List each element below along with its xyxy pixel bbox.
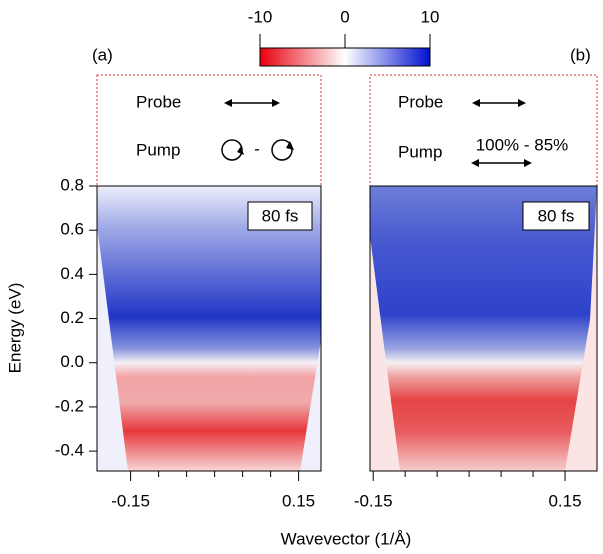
polarization-icons — [221, 99, 532, 167]
x-tick-label: -0.15 — [111, 491, 150, 510]
heatmap — [370, 186, 597, 471]
x-tick-label: -0.15 — [354, 491, 393, 510]
probe-label: Probe — [136, 92, 181, 111]
x-tick-label: 0.15 — [282, 491, 315, 510]
y-tick-label: -0.4 — [55, 441, 84, 460]
legend-box — [369, 74, 598, 187]
y-tick-label: 0.8 — [60, 175, 84, 194]
annotation-box — [247, 201, 313, 231]
y-tick-label: 0.2 — [60, 308, 84, 327]
panel-label: (b) — [570, 45, 591, 64]
panel-label: (a) — [92, 45, 113, 64]
pump-text: - — [254, 139, 260, 158]
heatmap — [97, 186, 321, 471]
annotation: 80 fs — [262, 206, 299, 225]
y-tick-label: 0.6 — [60, 220, 84, 239]
pump-label: Pump — [398, 142, 442, 161]
annotation-box — [522, 201, 590, 231]
colorbar-tick-label: 10 — [421, 7, 440, 26]
x-tick-label: 0.15 — [548, 491, 581, 510]
colorbar — [259, 47, 431, 67]
colorbar-tick-label: 0 — [340, 7, 349, 26]
pump-text: 100% - 85% — [476, 135, 569, 154]
legend-box — [96, 74, 322, 187]
y-tick-label: 0.0 — [60, 352, 84, 371]
annotation: 80 fs — [538, 206, 575, 225]
colorbar-tick-label: -10 — [248, 7, 273, 26]
y-tick-label: 0.4 — [60, 264, 84, 283]
x-axis-label: Wavevector (1/Å) — [281, 529, 412, 548]
plot-frame — [96, 185, 322, 472]
y-tick-label: -0.2 — [55, 396, 84, 415]
pump-label: Pump — [136, 140, 180, 159]
plot-frame — [369, 185, 598, 472]
y-axis-label: Energy (eV) — [5, 283, 24, 374]
probe-label: Probe — [398, 92, 443, 111]
